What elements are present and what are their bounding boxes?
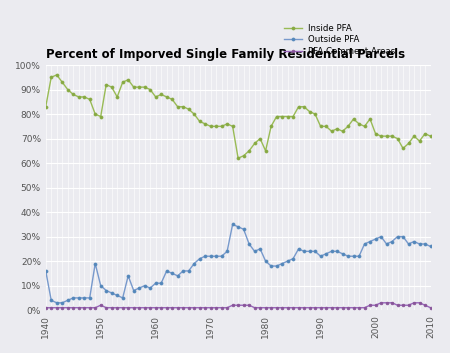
- Inside PFA: [59, 80, 65, 84]
- Line: Inside PFA: Inside PFA: [44, 73, 432, 160]
- Inside PFA: [43, 104, 49, 109]
- Outside PFA: [285, 259, 290, 263]
- PFA Comment Areas: [274, 306, 279, 310]
- Text: Percent of Imporved Single Family Residential Parcels: Percent of Imporved Single Family Reside…: [46, 48, 405, 61]
- Legend: Inside PFA, Outside PFA, PFA Comment Areas: Inside PFA, Outside PFA, PFA Comment Are…: [281, 20, 399, 59]
- PFA Comment Areas: [334, 306, 340, 310]
- Inside PFA: [54, 73, 59, 77]
- PFA Comment Areas: [153, 306, 158, 310]
- Inside PFA: [400, 146, 406, 150]
- Outside PFA: [104, 288, 109, 293]
- PFA Comment Areas: [378, 301, 384, 305]
- Outside PFA: [230, 222, 235, 227]
- Outside PFA: [417, 242, 422, 246]
- Inside PFA: [417, 139, 422, 143]
- PFA Comment Areas: [54, 306, 59, 310]
- Inside PFA: [104, 83, 109, 87]
- Inside PFA: [428, 134, 433, 138]
- Outside PFA: [241, 227, 246, 231]
- Outside PFA: [54, 301, 59, 305]
- Outside PFA: [59, 301, 65, 305]
- PFA Comment Areas: [230, 303, 235, 307]
- Inside PFA: [241, 154, 246, 158]
- Outside PFA: [428, 244, 433, 249]
- Outside PFA: [400, 234, 406, 239]
- PFA Comment Areas: [428, 306, 433, 310]
- PFA Comment Areas: [411, 301, 417, 305]
- Inside PFA: [235, 156, 241, 160]
- Line: PFA Comment Areas: PFA Comment Areas: [45, 301, 432, 309]
- Line: Outside PFA: Outside PFA: [44, 223, 432, 304]
- Inside PFA: [285, 114, 290, 119]
- Outside PFA: [43, 269, 49, 273]
- PFA Comment Areas: [43, 306, 49, 310]
